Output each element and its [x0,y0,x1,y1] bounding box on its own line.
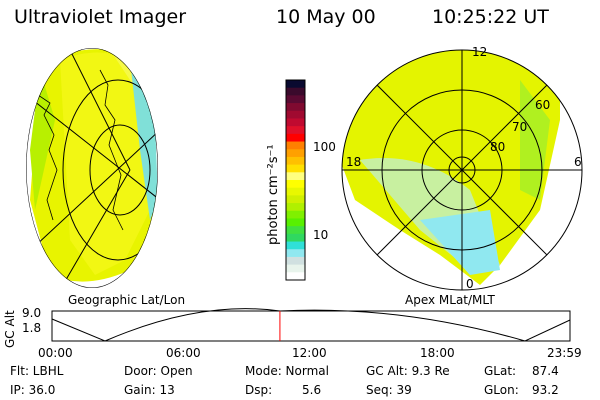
colorbar-band [286,264,305,273]
right-panel-label: Apex MLat/MLT [405,293,495,307]
colorbar-band [286,95,305,104]
colorbar-label: photon cm⁻²s⁻¹ [266,144,281,245]
geographic-image [26,48,158,288]
colorbar-tick-100: 100 [313,140,336,154]
mlt-6: 6 [574,155,582,169]
colorbar-band [286,133,305,143]
colorbar [285,79,306,281]
glat-value: 87.4 [532,364,559,378]
xtick-3: 18:00 [420,346,455,360]
date: 10 May 00 [276,6,376,28]
mlt-12: 12 [472,45,488,59]
lat-80: 80 [490,140,506,154]
colorbar-band [286,87,305,96]
colorbar-band [286,103,305,112]
colorbar-band [286,233,305,243]
mlt-0: 0 [466,277,474,291]
mlt-18: 18 [346,155,362,169]
filter: Flt: LBHL [10,364,64,378]
colorbar-band [286,172,305,181]
xtick-2: 12:00 [292,346,327,360]
door: Door: Open [124,364,193,378]
mode: Mode: Normal [245,364,329,378]
left-panel-label: Geographic Lat/Lon [68,293,186,307]
altitude-plot [51,308,571,342]
xtick-1: 06:00 [166,346,201,360]
instrument-title: Ultraviolet Imager [14,6,187,28]
colorbar-band [286,249,305,258]
colorbar-band [286,126,305,135]
colorbar-band [286,156,305,166]
colorbar-band [286,272,305,281]
alt-ylabel: GC Alt [3,310,17,348]
polar-image [341,49,583,291]
colorbar-band [286,241,305,250]
ip: IP: 36.0 [10,383,56,397]
colorbar-band [286,149,305,158]
colorbar-band [286,203,305,212]
glon-label: GLon: [484,383,519,397]
colorbar-band [286,187,305,196]
dsp-label: Dsp: [245,383,273,397]
alt-ytick-min: 1.8 [22,321,42,335]
alt-ytick-max: 9.0 [22,306,42,320]
gc-alt: GC Alt: 9.3 Re [366,364,450,378]
colorbar-band [286,80,305,89]
glat-label: GLat: [484,364,517,378]
lat-70: 70 [512,120,528,134]
lat-60: 60 [535,98,551,112]
time: 10:25:22 UT [432,6,549,28]
colorbar-band [286,164,305,173]
colorbar-band [286,256,305,266]
dsp-value: 5.6 [302,383,322,397]
colorbar-band [286,180,305,189]
colorbar-band [286,226,305,235]
seq: Seq: 39 [366,383,412,397]
colorbar-band [286,210,305,219]
colorbar-frame [285,79,306,281]
colorbar-band [286,141,305,150]
colorbar-band [286,110,305,119]
colorbar-band [286,218,305,227]
xtick-0: 00:00 [38,346,73,360]
colorbar-band [286,118,305,127]
xtick-4: 23:59 [547,346,582,360]
glon-value: 93.2 [532,383,559,397]
colorbar-band [286,195,305,204]
gain: Gain: 13 [124,383,175,397]
colorbar-tick-10: 10 [313,228,329,242]
